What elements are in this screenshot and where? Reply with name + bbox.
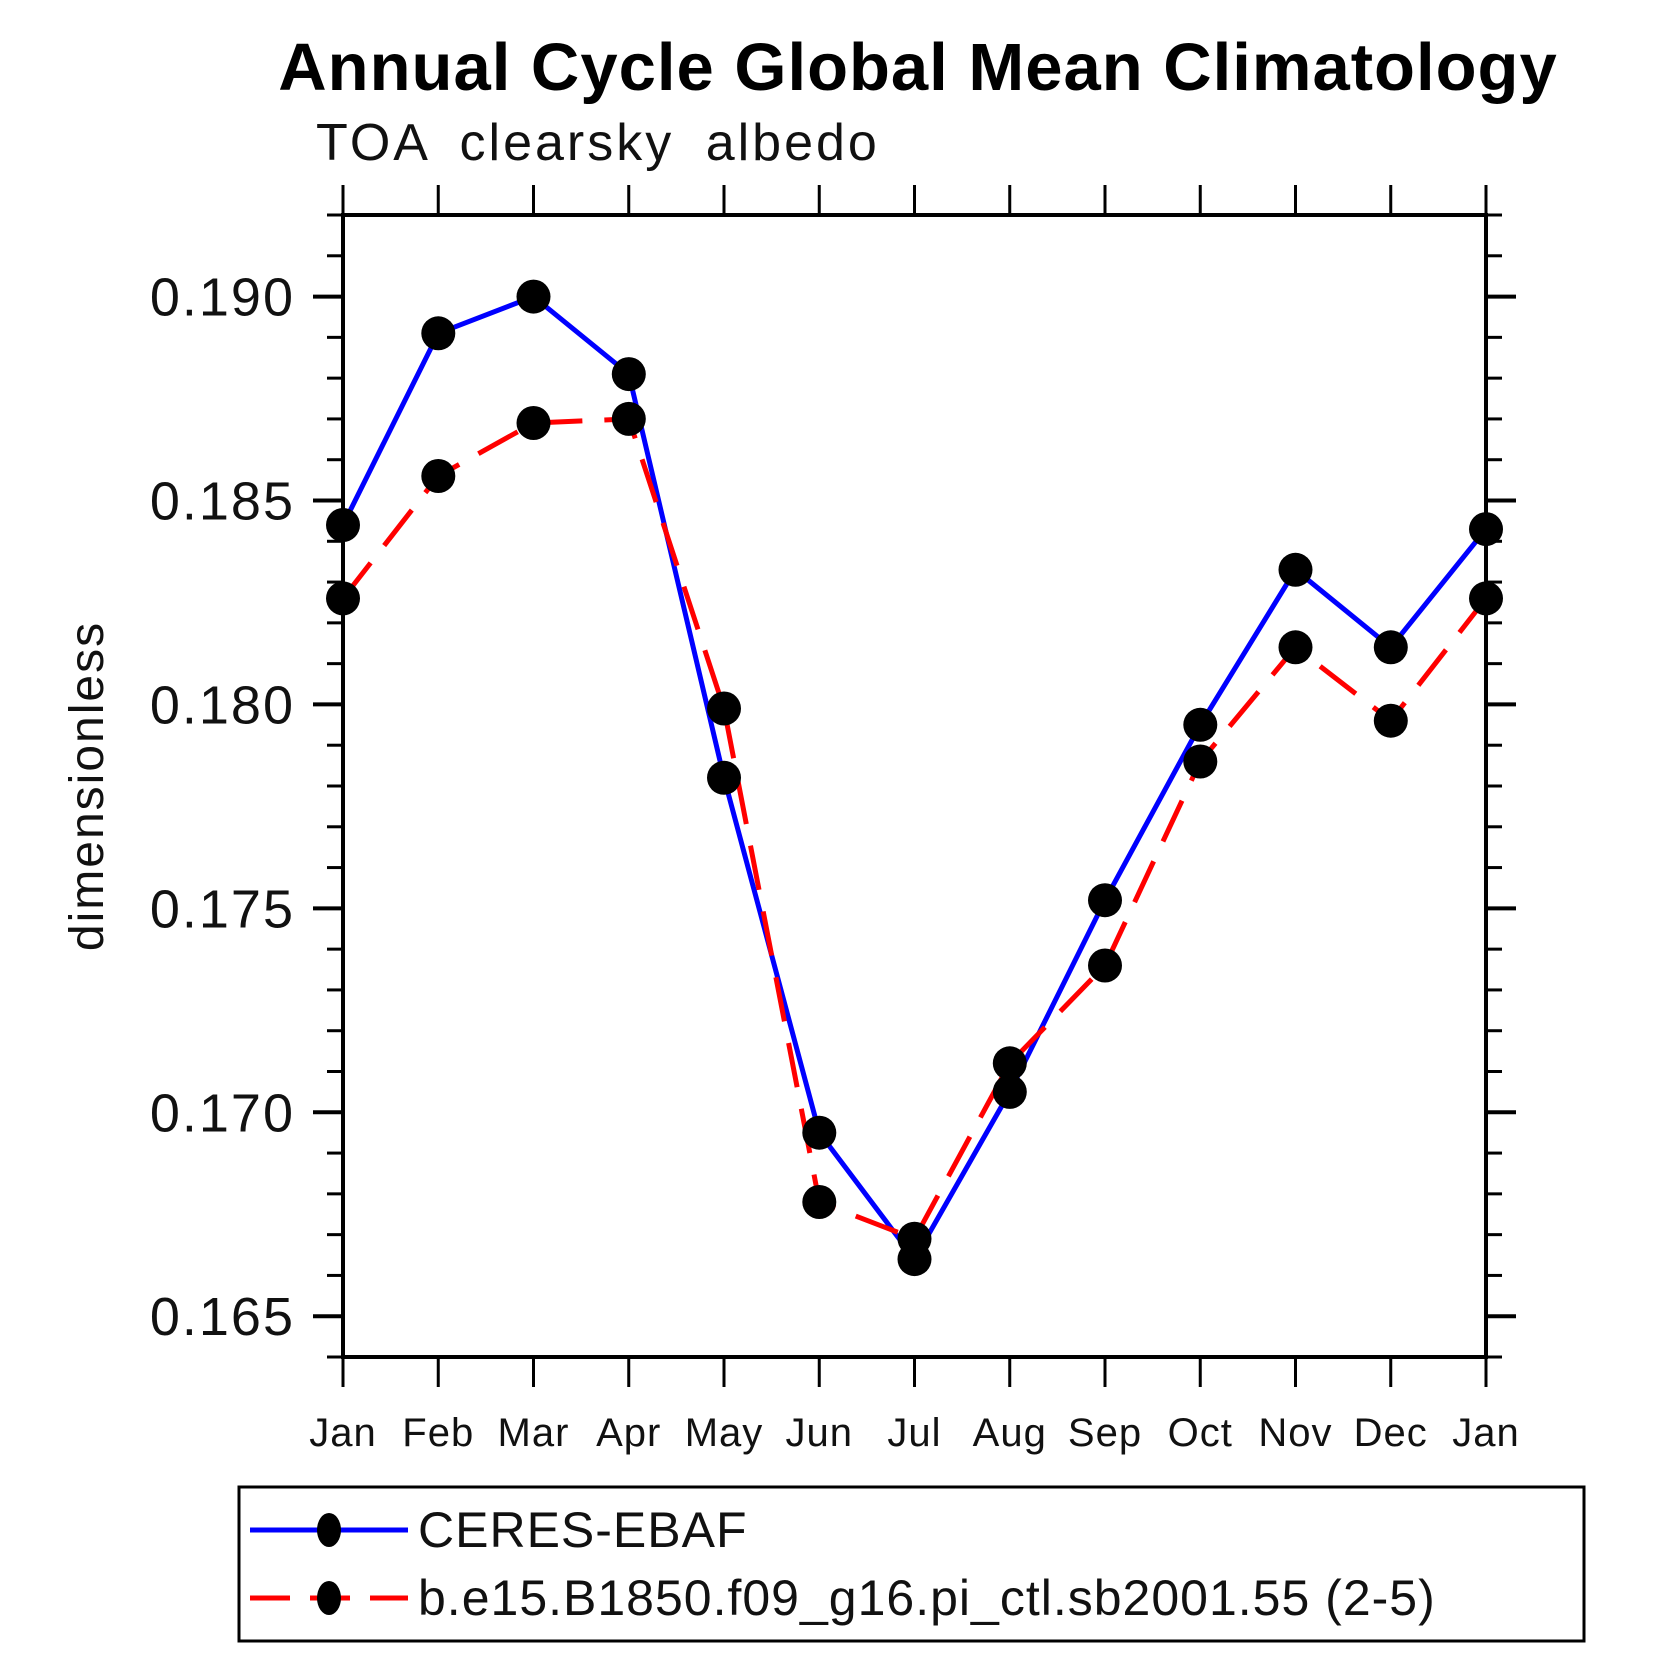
plot-frame	[341, 213, 1488, 1359]
data-point-marker	[1088, 948, 1122, 983]
data-point-marker	[707, 760, 741, 795]
data-point-marker	[992, 1046, 1027, 1081]
y-tick-label: 0.175	[150, 879, 295, 939]
x-tick-label: Apr	[596, 1411, 661, 1455]
x-tick-label: Feb	[402, 1411, 474, 1455]
x-tick-label: Jun	[786, 1411, 854, 1455]
page-title: Annual Cycle Global Mean Climatology	[278, 30, 1557, 105]
y-tick-label: 0.170	[150, 1083, 295, 1143]
legend-label: CERES-EBAF	[418, 1502, 748, 1558]
data-point-marker	[1183, 744, 1218, 779]
data-point-marker	[611, 357, 646, 392]
x-tick-label: Jan	[1452, 1411, 1520, 1455]
data-point-marker	[897, 1221, 932, 1256]
legend-label: b.e15.B1850.f09_g16.pi_ctl.sb2001.55 (2-…	[418, 1570, 1436, 1626]
data-point-marker	[1183, 707, 1218, 742]
x-tick-label: May	[685, 1411, 764, 1455]
chart-subtitle: TOA clearsky albedo	[316, 114, 880, 172]
axis-ticks	[313, 185, 1516, 1387]
x-tick-label: Jan	[309, 1411, 377, 1455]
axis-tick-labels: Jan Feb Mar Apr May Jun Jul Aug Sep Oct Nov Dec Jan 0…	[150, 268, 1520, 1455]
data-point-marker	[1373, 630, 1408, 665]
data-point-marker	[1088, 883, 1122, 918]
legend-box	[237, 1485, 1586, 1643]
data-point-marker	[516, 406, 551, 440]
legend-marker	[317, 1581, 341, 1615]
data-point-marker	[802, 1115, 837, 1150]
y-tick-label: 0.185	[150, 472, 295, 532]
data-point-marker	[802, 1185, 837, 1219]
x-tick-label: Jul	[887, 1411, 941, 1455]
x-tick-label: Dec	[1354, 1411, 1428, 1455]
y-tick-label: 0.165	[150, 1287, 295, 1347]
x-tick-label: Oct	[1168, 1411, 1233, 1455]
data-point-marker	[1373, 703, 1408, 738]
data-series	[326, 279, 1503, 1277]
y-tick-label: 0.190	[150, 268, 295, 328]
data-point-marker	[707, 691, 741, 726]
data-point-marker	[1278, 630, 1313, 665]
x-tick-label: Mar	[498, 1411, 570, 1455]
data-point-marker	[421, 316, 456, 351]
legend: CERES-EBAF b.e15.B1850.f09_g16.pi_ctl.sb2…	[237, 1485, 1586, 1643]
y-tick-label: 0.180	[150, 675, 295, 735]
x-tick-label: Nov	[1258, 1411, 1332, 1455]
data-point-marker	[992, 1074, 1027, 1109]
legend-marker	[317, 1513, 341, 1547]
x-tick-label: Aug	[973, 1411, 1047, 1455]
series-line-ceres-ebaf	[340, 293, 1488, 1264]
data-point-marker	[516, 279, 551, 314]
data-point-marker	[1278, 552, 1313, 587]
x-tick-label: Sep	[1068, 1411, 1142, 1455]
series-line-model	[341, 416, 1488, 1242]
y-axis-label: dimensionless	[61, 621, 114, 951]
data-point-marker	[421, 459, 456, 493]
data-point-marker	[611, 401, 646, 436]
